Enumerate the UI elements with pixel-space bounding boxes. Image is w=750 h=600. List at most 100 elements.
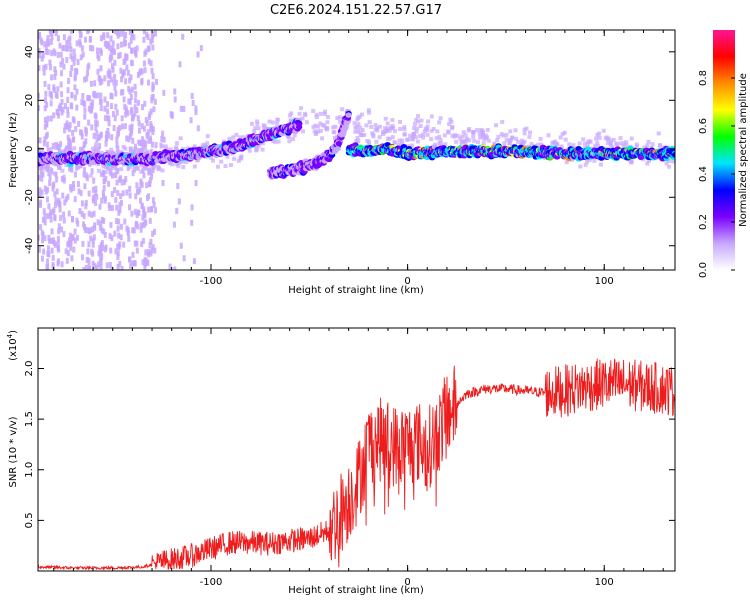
noise-cell [38,234,40,241]
noise-cell [291,137,296,142]
noise-cell [73,94,77,101]
noise-cell [113,59,117,66]
noise-cell [135,240,139,247]
noise-cell [58,102,62,109]
noise-cell [38,92,40,99]
noise-cell [486,138,491,143]
noise-cell [72,59,76,66]
ridge-cell [345,112,352,118]
noise-cell [502,141,507,146]
noise-cell [463,140,468,145]
noise-cell [38,187,42,194]
noise-cell [110,63,114,70]
noise-cell [46,147,50,154]
noise-cell [71,129,75,136]
noise-cell [408,133,413,138]
noise-cell [66,87,70,94]
noise-cell [58,201,62,208]
noise-cell [55,188,59,195]
noise-cell [402,127,407,132]
noise-cell [110,235,114,242]
noise-cell [50,228,54,235]
noise-cell [60,176,64,183]
noise-cell [418,134,423,139]
noise-cell [46,115,50,122]
ridge-cell [341,125,348,131]
noise-cell [132,166,136,173]
noise-cell [297,111,302,116]
noise-cell [181,33,185,40]
noise-cell [131,251,135,258]
noise-cell [151,81,155,88]
noise-cell [551,140,556,145]
noise-cell [144,166,149,171]
noise-cell [304,120,309,125]
noise-cell [124,78,128,85]
noise-cell [56,51,60,58]
noise-cell [189,117,193,124]
noise-cell [425,132,430,137]
noise-cell [354,138,359,143]
noise-cell [91,237,95,244]
noise-cell [614,142,619,147]
noise-cell [59,70,63,77]
noise-cell [99,224,103,231]
noise-cell [108,262,112,269]
noise-cell [60,91,64,98]
noise-cell [126,229,130,236]
noise-cell [134,163,139,168]
noise-cell [645,143,650,148]
noise-cell [168,147,173,152]
noise-cell [85,175,89,182]
noise-cell [149,137,153,144]
noise-cell [103,96,107,103]
noise-cell [87,257,91,264]
noise-cell [480,134,485,139]
noise-cell [143,100,147,107]
noise-cell [56,200,60,207]
noise-cell [129,74,133,81]
noise-cell [38,148,40,155]
noise-cell [65,40,69,47]
noise-cell [44,97,48,104]
noise-cell [50,238,54,245]
noise-cell [99,49,103,56]
noise-cell [68,237,72,244]
noise-cell [558,135,563,140]
noise-cell [106,32,110,39]
noise-cell [133,110,137,117]
noise-cell [60,261,64,268]
noise-cell [135,247,139,254]
noise-cell [133,104,137,111]
noise-cell [144,140,148,147]
noise-cell [516,139,521,144]
noise-cell [80,200,84,207]
noise-cell [79,54,83,61]
noise-cell [247,148,252,153]
noise-cell [39,167,43,174]
noise-cell [116,190,120,197]
noise-cell [47,251,51,258]
noise-cell [43,136,47,143]
noise-cell [73,54,77,61]
noise-cell [176,183,180,190]
noise-cell [253,126,258,131]
noise-cell [110,134,114,141]
noise-cell [57,223,61,230]
noise-cell [58,42,62,49]
noise-cell [119,41,123,48]
noise-cell [99,258,103,265]
noise-cell [107,80,111,87]
noise-cell [96,92,100,99]
noise-cell [53,201,57,208]
noise-cell [126,165,130,172]
noise-cell [130,47,134,54]
noise-cell [108,44,112,51]
noise-cell [119,223,123,230]
noise-cell [94,199,98,206]
noise-cell [97,134,101,141]
noise-cell [618,141,623,146]
noise-cell [59,141,63,148]
noise-cell [360,128,365,133]
noise-cell [132,34,136,41]
